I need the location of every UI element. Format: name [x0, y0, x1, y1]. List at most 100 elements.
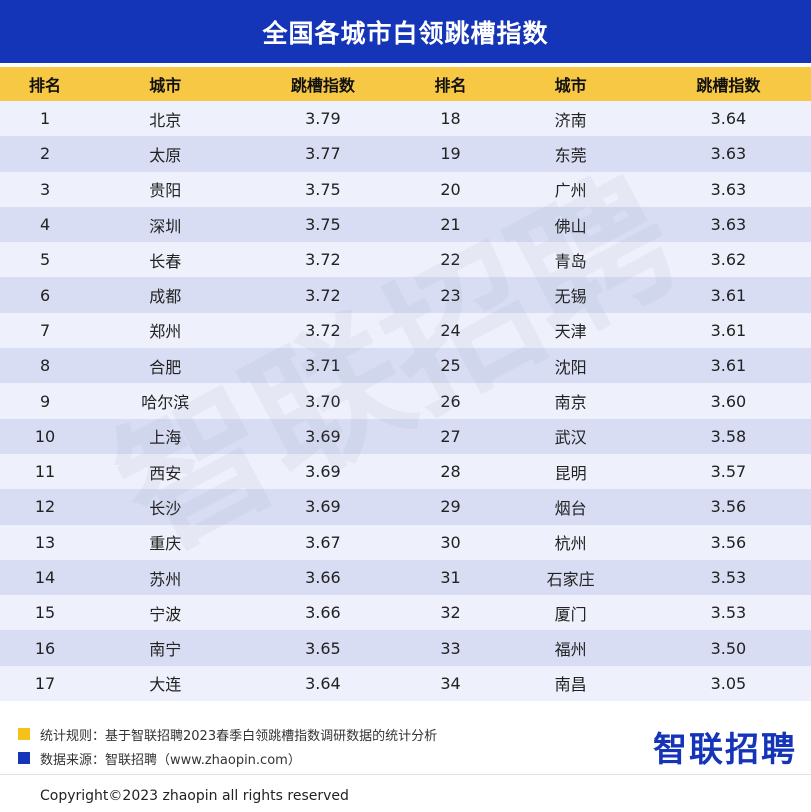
cell-index-left: 3.67: [240, 524, 406, 560]
table-row: 9 哈尔滨 3.70 26 南京 3.60: [0, 383, 811, 419]
cell-index-left: 3.79: [240, 101, 406, 137]
cell-city-left: 贵阳: [90, 171, 241, 207]
cell-rank-right: 18: [405, 101, 496, 137]
cell-city-left: 郑州: [90, 312, 241, 349]
cell-index-right: 3.53: [645, 559, 811, 596]
cell-rank-left: 17: [0, 665, 91, 702]
cell-index-right: 3.56: [645, 524, 811, 560]
cell-index-left: 3.69: [240, 418, 406, 454]
cell-city-right: 石家庄: [495, 559, 646, 596]
cell-index-right: 3.63: [645, 206, 811, 243]
cell-index-right: 3.57: [645, 453, 811, 490]
cell-index-right: 3.63: [645, 136, 811, 172]
cell-rank-left: 10: [0, 418, 91, 454]
table-row: 8 合肥 3.71 25 沈阳 3.61: [0, 348, 811, 384]
cell-index-left: 3.72: [240, 312, 406, 349]
cell-index-right: 3.64: [645, 101, 811, 137]
cell-index-right: 3.61: [645, 312, 811, 349]
table-body: 1 北京 3.79 18 济南 3.64 2 太原 3.77 19 东莞 3.63 3 贵阳 3.75 20 广…: [0, 101, 811, 702]
table-row: 15 宁波 3.66 32 厦门 3.53: [0, 595, 811, 631]
cell-rank-left: 3: [0, 171, 91, 207]
cell-index-right: 3.56: [645, 489, 811, 525]
table-row: 13 重庆 3.67 30 杭州 3.56: [0, 524, 811, 560]
cell-city-right: 昆明: [495, 453, 646, 490]
ranking-table-container: 排名 城市 跳槽指数 排名 城市 跳槽指数 1 北京 3.79 18 济南 3.64 2 太原…: [0, 67, 811, 702]
header-rank-left: 排名: [0, 67, 91, 101]
cell-rank-right: 26: [405, 383, 496, 419]
cell-rank-right: 21: [405, 206, 496, 243]
cell-index-left: 3.69: [240, 489, 406, 525]
cell-city-left: 大连: [90, 665, 241, 702]
cell-city-right: 南京: [495, 383, 646, 419]
cell-city-left: 长沙: [90, 489, 241, 525]
cell-rank-right: 30: [405, 524, 496, 560]
cell-index-left: 3.70: [240, 383, 406, 419]
cell-city-left: 西安: [90, 453, 241, 490]
cell-rank-left: 7: [0, 312, 91, 349]
yellow-square-icon: [18, 728, 30, 740]
cell-city-left: 上海: [90, 418, 241, 454]
footnotes: 统计规则：基于智联招聘2023春季白领跳槽指数调研数据的统计分析 数据来源：智联…: [18, 722, 618, 770]
cell-rank-left: 1: [0, 101, 91, 137]
cell-city-left: 太原: [90, 136, 241, 172]
copyright: Copyright©2023 zhaopin all rights reserv…: [40, 788, 349, 804]
cell-rank-right: 28: [405, 453, 496, 490]
cell-rank-left: 15: [0, 595, 91, 631]
cell-rank-left: 9: [0, 383, 91, 419]
cell-city-right: 武汉: [495, 418, 646, 454]
table-row: 6 成都 3.72 23 无锡 3.61: [0, 277, 811, 313]
cell-rank-left: 6: [0, 277, 91, 313]
table-row: 7 郑州 3.72 24 天津 3.61: [0, 312, 811, 349]
cell-index-left: 3.75: [240, 171, 406, 207]
cell-rank-left: 14: [0, 559, 91, 596]
table-row: 11 西安 3.69 28 昆明 3.57: [0, 453, 811, 490]
cell-rank-right: 34: [405, 665, 496, 702]
table-row: 1 北京 3.79 18 济南 3.64: [0, 101, 811, 137]
cell-city-left: 宁波: [90, 595, 241, 631]
cell-rank-left: 8: [0, 348, 91, 384]
cell-city-left: 长春: [90, 242, 241, 278]
table-row: 2 太原 3.77 19 东莞 3.63: [0, 136, 811, 172]
cell-index-right: 3.61: [645, 277, 811, 313]
cell-city-right: 青岛: [495, 242, 646, 278]
cell-index-right: 3.53: [645, 595, 811, 631]
cell-rank-left: 2: [0, 136, 91, 172]
cell-city-right: 福州: [495, 630, 646, 666]
cell-city-right: 天津: [495, 312, 646, 349]
cell-city-left: 苏州: [90, 559, 241, 596]
cell-rank-right: 33: [405, 630, 496, 666]
table-row: 14 苏州 3.66 31 石家庄 3.53: [0, 559, 811, 596]
cell-index-right: 3.61: [645, 348, 811, 384]
cell-city-right: 南昌: [495, 665, 646, 702]
cell-rank-right: 22: [405, 242, 496, 278]
cell-index-left: 3.66: [240, 559, 406, 596]
cell-rank-left: 13: [0, 524, 91, 560]
cell-rank-left: 11: [0, 453, 91, 490]
cell-index-left: 3.65: [240, 630, 406, 666]
cell-index-left: 3.66: [240, 595, 406, 631]
header-city-left: 城市: [90, 67, 241, 101]
cell-index-right: 3.60: [645, 383, 811, 419]
table-header-row: 排名 城市 跳槽指数 排名 城市 跳槽指数: [0, 67, 811, 101]
cell-city-right: 济南: [495, 101, 646, 137]
cell-city-left: 北京: [90, 101, 241, 137]
cell-rank-right: 25: [405, 348, 496, 384]
cell-rank-left: 5: [0, 242, 91, 278]
cell-city-left: 南宁: [90, 630, 241, 666]
cell-city-right: 杭州: [495, 524, 646, 560]
cell-city-right: 佛山: [495, 206, 646, 243]
cell-index-left: 3.72: [240, 277, 406, 313]
cell-rank-right: 20: [405, 171, 496, 207]
blue-square-icon: [18, 752, 30, 764]
cell-rank-right: 19: [405, 136, 496, 172]
cell-rank-left: 12: [0, 489, 91, 525]
cell-index-right: 3.58: [645, 418, 811, 454]
cell-city-right: 广州: [495, 171, 646, 207]
cell-city-left: 合肥: [90, 348, 241, 384]
ranking-table: 排名 城市 跳槽指数 排名 城市 跳槽指数 1 北京 3.79 18 济南 3.64 2 太原…: [0, 67, 811, 702]
cell-index-left: 3.69: [240, 453, 406, 490]
note-source-text: 数据来源：智联招聘（www.zhaopin.com）: [40, 752, 301, 768]
cell-index-right: 3.63: [645, 171, 811, 207]
cell-index-left: 3.71: [240, 348, 406, 384]
table-row: 5 长春 3.72 22 青岛 3.62: [0, 242, 811, 278]
